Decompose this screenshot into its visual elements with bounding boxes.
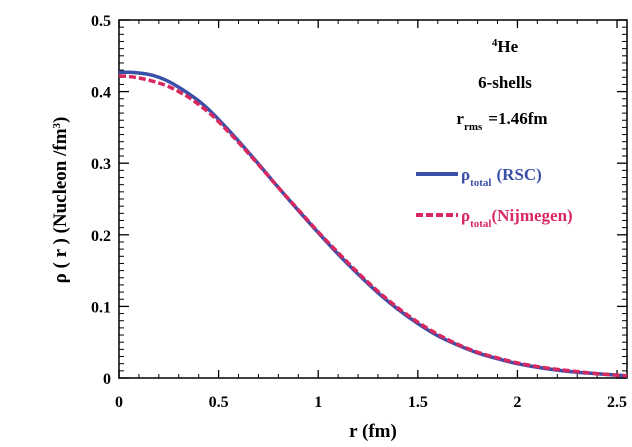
annotation-nucleus: 4He bbox=[492, 37, 519, 56]
legend-nijmegen-label: (Nijmegen) bbox=[492, 206, 573, 225]
annotation-nucleus-name: He bbox=[497, 37, 518, 56]
y-tick-label-0: 0 bbox=[103, 371, 111, 388]
y-tick-label-3: 0.3 bbox=[91, 156, 111, 173]
legend-nijmegen-sub: total bbox=[470, 218, 491, 230]
x-tick-label-2: 1 bbox=[314, 394, 322, 411]
y-axis-title-prefix: ρ ( r ) (Nucleon /fm bbox=[50, 128, 71, 283]
x-axis-title: r (fm) bbox=[349, 421, 397, 442]
x-tick-label-3: 1.5 bbox=[408, 394, 428, 411]
x-tick-label-0: 0 bbox=[115, 394, 123, 411]
annotation-rms-main: r bbox=[456, 109, 464, 128]
legend-rsc-label: (RSC) bbox=[497, 165, 542, 184]
y-axis-title: ρ ( r ) (Nucleon /fm3) bbox=[50, 117, 71, 284]
y-tick-label-4: 0.4 bbox=[91, 85, 111, 102]
annotation-nucleus-sup: 4 bbox=[492, 37, 498, 49]
axis-ticks: 0 0.5 1 1.5 2 2.5 0 0.1 0.2 0.3 0.4 0.5 bbox=[91, 13, 627, 411]
y-tick-label-1: 0.1 bbox=[91, 299, 111, 316]
y-tick-label-2: 0.2 bbox=[91, 228, 111, 245]
legend-label-nijmegen: ρtotal(Nijmegen) bbox=[461, 206, 573, 230]
annotation-shells: 6-shells bbox=[478, 73, 532, 92]
plot-frame bbox=[118, 19, 628, 379]
series-group bbox=[118, 70, 628, 378]
legend-nijmegen-symbol: ρ bbox=[461, 206, 470, 225]
legend-rsc-symbol: ρ bbox=[461, 165, 470, 184]
x-tick-label-1: 0.5 bbox=[209, 394, 229, 411]
y-tick-label-5: 0.5 bbox=[91, 13, 111, 30]
legend: ρtotal (RSC) ρtotal(Nijmegen) bbox=[416, 165, 573, 230]
legend-label-rsc: ρtotal (RSC) bbox=[461, 165, 542, 189]
annotation-rms-value: =1.46fm bbox=[488, 109, 547, 128]
annotation-rms: rrms =1.46fm bbox=[456, 109, 547, 133]
x-tick-label-4: 2 bbox=[513, 394, 521, 411]
legend-rsc-sub: total bbox=[470, 177, 491, 189]
x-tick-label-5: 2.5 bbox=[607, 394, 627, 411]
y-axis-title-sup: 3 bbox=[51, 122, 63, 128]
series-line-nijmegen bbox=[118, 74, 628, 378]
y-axis-title-suffix: ) bbox=[50, 117, 71, 123]
annotation-rms-sub: rms bbox=[464, 121, 483, 133]
